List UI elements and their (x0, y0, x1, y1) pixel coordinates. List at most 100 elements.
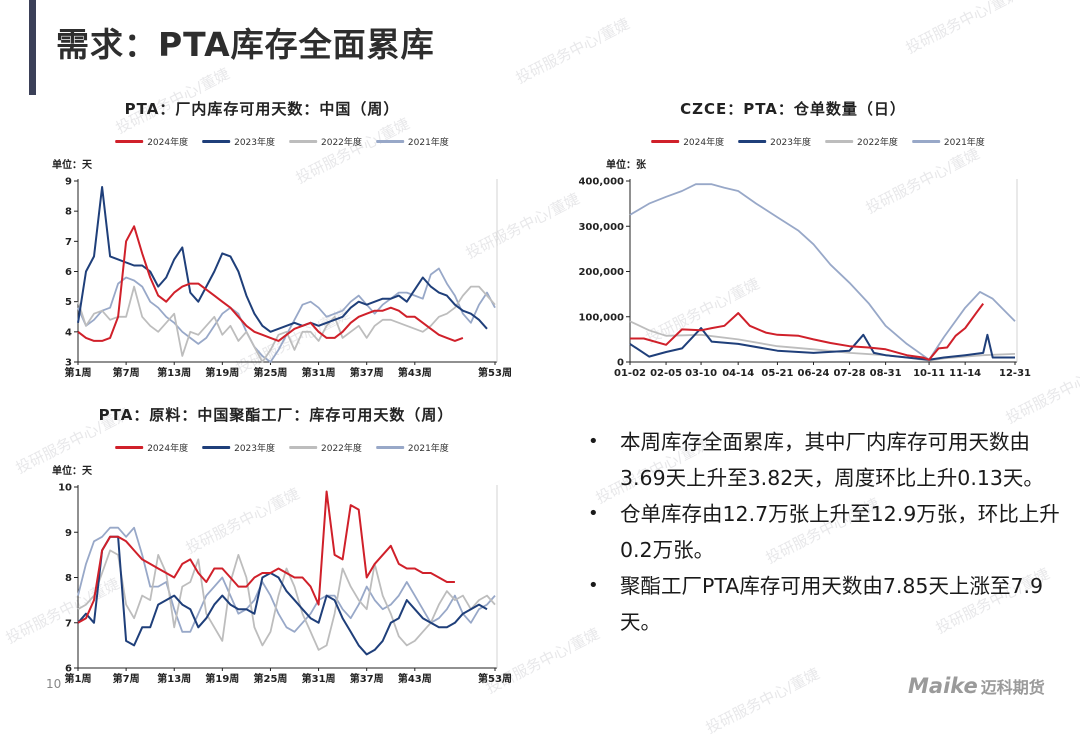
chart-title: PTA：原料：中国聚酯工厂：库存可用天数（周） (98, 406, 454, 424)
x-tick-label: 12-31 (999, 368, 1031, 379)
series-line-2023 (77, 535, 488, 656)
legend-item: 2024年度 (115, 441, 188, 454)
x-tick-label: 05-21 (761, 368, 793, 379)
x-tick-label: 04-14 (722, 368, 754, 379)
legend-swatch (375, 446, 404, 449)
x-tick-label: 06-24 (797, 368, 829, 379)
x-tick-label: 11-14 (949, 368, 981, 379)
chart-legend: 2024年度 2023年度 2022年度 2021年度 (115, 135, 449, 148)
y-tick-label: 3 (65, 358, 72, 369)
legend-label: 2023年度 (770, 138, 811, 148)
x-tick-label: 第25周 (254, 366, 288, 379)
legend-swatch (289, 446, 317, 449)
y-tick-label: 5 (65, 297, 72, 308)
legend-swatch (651, 140, 680, 143)
y-tick-label: 4 (65, 327, 72, 338)
legend-item: 2023年度 (202, 135, 275, 148)
legend-item: 2021年度 (911, 135, 985, 148)
series-line-2021 (629, 183, 1016, 361)
legend-label: 2022年度 (321, 444, 362, 454)
legend-swatch (375, 140, 404, 143)
chart-title: PTA：厂内库存可用天数：中国（周） (124, 100, 400, 118)
y-tick-label: 9 (65, 528, 72, 539)
y-tick-label: 6 (65, 664, 72, 675)
legend-item: 2023年度 (202, 441, 275, 454)
x-tick-label: 02-05 (650, 368, 682, 379)
y-tick-label: 7 (65, 237, 72, 248)
legend-swatch (738, 140, 767, 143)
legend-swatch (202, 140, 231, 143)
bullet-item: • 聚酯工厂PTA库存可用天数由7.85天上涨至7.9天。 (588, 568, 1068, 640)
bullet-dot-icon: • (588, 431, 599, 452)
y-tick-label: 9 (65, 177, 72, 188)
legend-label: 2024年度 (147, 138, 189, 148)
x-tick-label: 08-31 (870, 368, 902, 379)
y-tick-label: 6 (65, 267, 72, 278)
y-tick-label: 0 (617, 358, 624, 369)
legend-label: 2021年度 (407, 138, 449, 148)
series-line-2024 (77, 490, 455, 624)
series-line-2024 (630, 303, 985, 361)
legend-label: 2022年度 (857, 138, 898, 148)
y-tick-label: 100,000 (578, 312, 624, 323)
watermark-text: 投研服务中心/董婕 (512, 14, 633, 88)
x-tick-label: 第37周 (350, 672, 384, 685)
legend-label: 2024年度 (147, 444, 189, 454)
logo-text-cn: 迈科期货 (980, 678, 1045, 697)
unit-label: 单位：张 (606, 160, 646, 171)
bullet-item: • 本周库存全面累库，其中厂内库存可用天数由3.69天上升至3.82天，周度环比… (588, 424, 1068, 496)
series-line-2022 (629, 320, 1016, 362)
page-number: 10 (46, 677, 62, 691)
series-line-2022 (77, 549, 496, 651)
x-tick-label: 第53周 (478, 366, 512, 379)
x-tick-label: 第7周 (113, 672, 140, 685)
logo-text-en: Maike (908, 674, 978, 698)
bullet-text: 聚酯工厂PTA库存可用天数由7.85天上涨至7.9天。 (620, 574, 1044, 634)
y-tick-label: 8 (65, 573, 72, 584)
series-line-2022 (77, 285, 496, 363)
legend-label: 2023年度 (234, 444, 275, 454)
x-tick-label: 第43周 (398, 672, 432, 685)
legend-swatch (825, 140, 853, 143)
series-line-2023 (77, 186, 488, 333)
legend-item: 2022年度 (289, 441, 362, 454)
legend-label: 2024年度 (683, 138, 725, 148)
x-tick-label: 第31周 (302, 672, 336, 685)
y-tick-label: 10 (58, 483, 72, 494)
y-tick-label: 200,000 (578, 267, 624, 278)
chart-legend: 2024年度 2023年度 2022年度 2021年度 (115, 441, 449, 454)
legend-label: 2021年度 (943, 138, 985, 148)
bullet-dot-icon: • (588, 503, 599, 524)
y-tick-label: 400,000 (578, 177, 624, 188)
chart-title: CZCE：PTA：仓单数量（日） (680, 100, 906, 118)
y-tick-label: 7 (65, 618, 72, 629)
x-tick-label: 第43周 (398, 366, 432, 379)
x-tick-label: 第7周 (113, 366, 140, 379)
legend-swatch (911, 140, 940, 143)
legend-swatch (289, 140, 317, 143)
watermark-text: 投研服务中心/董婕 (902, 0, 1023, 58)
legend-swatch (115, 140, 144, 143)
legend-swatch (115, 446, 144, 449)
bullet-text: 本周库存全面累库，其中厂内库存可用天数由3.69天上升至3.82天，周度环比上升… (620, 430, 1044, 490)
x-tick-label: 01-02 (614, 368, 646, 379)
company-logo: Maike 迈科期货 (908, 674, 1045, 698)
x-tick-label: 10-11 (913, 368, 945, 379)
legend-label: 2021年度 (407, 444, 449, 454)
x-tick-label: 第53周 (478, 672, 512, 685)
legend-label: 2023年度 (234, 138, 275, 148)
watermark-text: 投研服务中心/董婕 (702, 664, 823, 738)
page-title: 需求：PTA库存全面累库 (56, 25, 435, 64)
x-tick-label: 07-28 (834, 368, 866, 379)
legend-item: 2023年度 (738, 135, 811, 148)
x-tick-label: 第19周 (205, 366, 239, 379)
x-tick-label: 第13周 (157, 672, 191, 685)
x-tick-label: 第19周 (205, 672, 239, 685)
legend-item: 2021年度 (375, 135, 449, 148)
legend-swatch (202, 446, 231, 449)
x-tick-label: 03-10 (685, 368, 717, 379)
legend-item: 2024年度 (651, 135, 724, 148)
y-tick-label: 300,000 (578, 222, 624, 233)
unit-label: 单位：天 (52, 160, 92, 171)
